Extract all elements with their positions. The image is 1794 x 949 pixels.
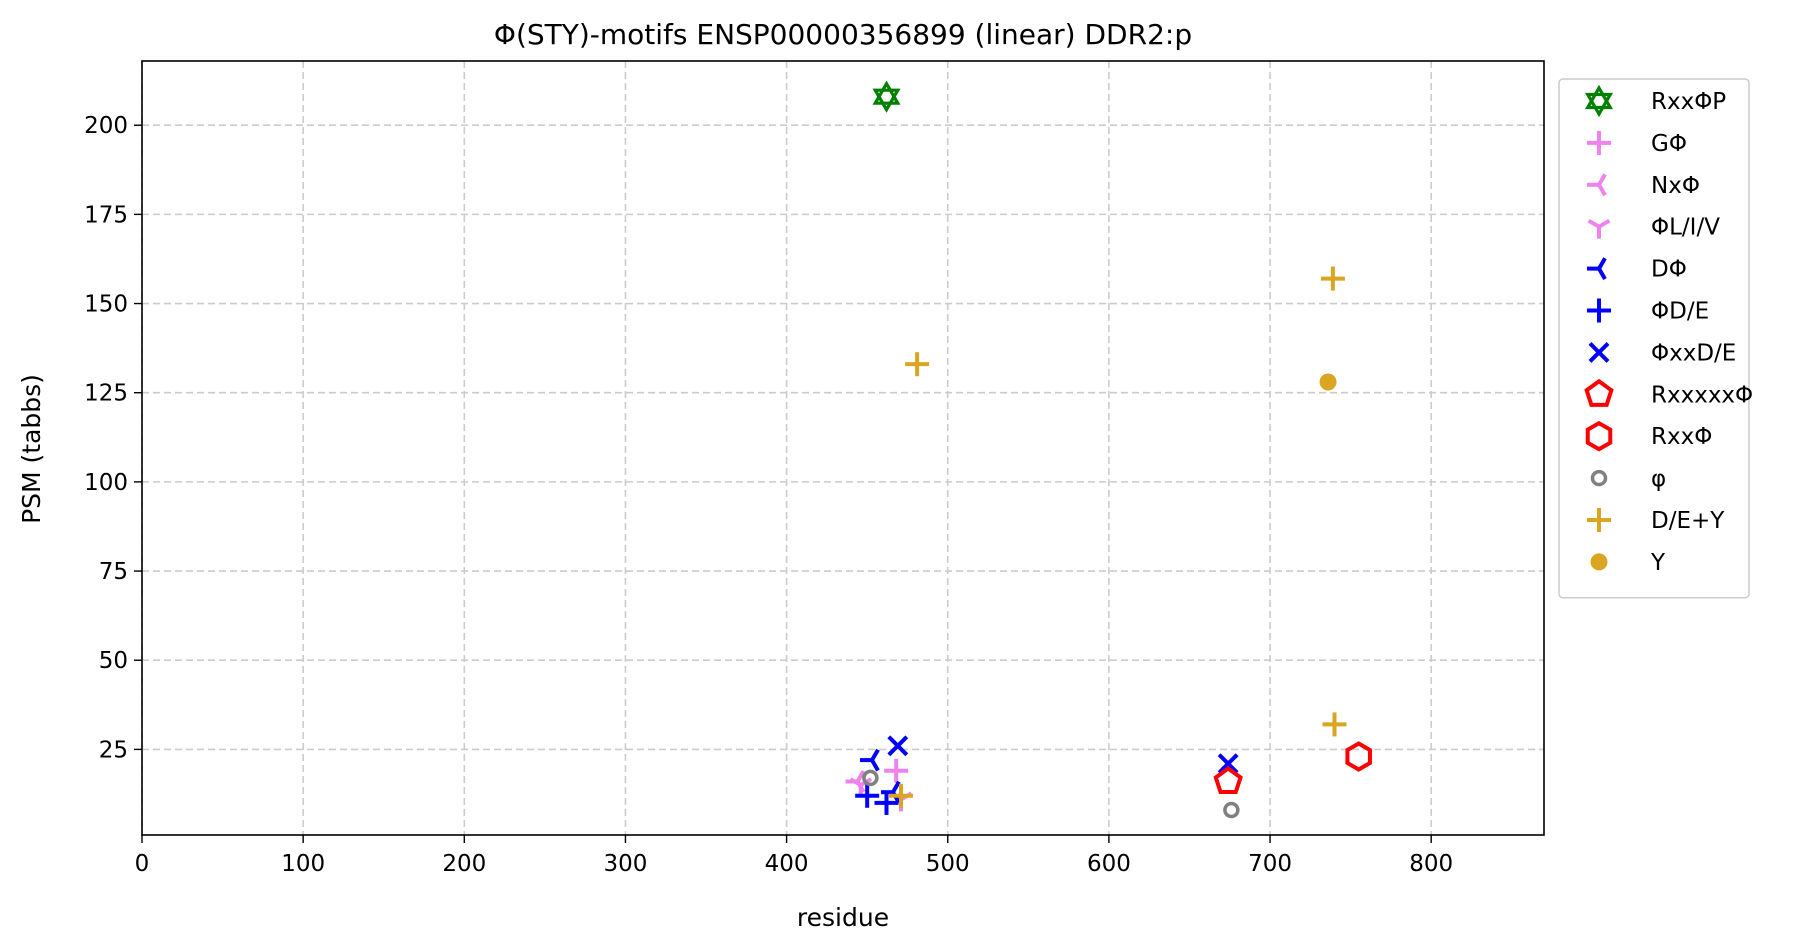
data-point bbox=[905, 352, 930, 377]
data-point bbox=[1322, 712, 1347, 737]
data-point bbox=[880, 780, 901, 804]
y-tick-label: 150 bbox=[84, 292, 128, 318]
data-point bbox=[874, 790, 899, 815]
x-tick-label: 0 bbox=[135, 851, 150, 877]
legend-marker bbox=[1590, 553, 1608, 571]
data-point bbox=[887, 735, 909, 757]
x-tick-label: 400 bbox=[765, 851, 809, 877]
legend-marker bbox=[1587, 257, 1607, 280]
data-points bbox=[845, 80, 1372, 819]
y-tick-label: 125 bbox=[84, 381, 128, 407]
chart-title: Φ(STY)-motifs ENSP00000356899 (linear) D… bbox=[494, 18, 1192, 51]
x-axis-label: residue bbox=[797, 903, 889, 932]
x-tick-label: 300 bbox=[603, 851, 647, 877]
legend-marker bbox=[1584, 84, 1614, 118]
legend: RxxΦP GΦ NxΦ ΦL/I/V DΦ ΦD/E ΦxxD/E RxxxxxΦ RxxΦ φ… bbox=[1558, 78, 1753, 599]
y-tick-label: 75 bbox=[99, 559, 128, 585]
data-point bbox=[862, 769, 879, 787]
legend-marker bbox=[1584, 378, 1614, 407]
legend-label: Y bbox=[1650, 550, 1666, 576]
x-tick-label: 500 bbox=[926, 851, 970, 877]
y-tick-label: 200 bbox=[84, 113, 128, 139]
legend-label: GΦ bbox=[1651, 131, 1687, 157]
x-tick-label: 700 bbox=[1248, 851, 1292, 877]
data-point bbox=[1345, 741, 1372, 772]
x-tick-label: 200 bbox=[442, 851, 486, 877]
plot-frame bbox=[141, 60, 1545, 836]
data-point bbox=[1213, 766, 1243, 795]
legend-marker bbox=[1587, 173, 1607, 197]
legend-marker bbox=[1588, 341, 1610, 363]
data-point bbox=[1223, 801, 1240, 819]
data-point bbox=[889, 783, 914, 808]
legend-label: RxxΦP bbox=[1651, 89, 1726, 115]
legend-marker bbox=[1587, 298, 1611, 323]
data-point bbox=[860, 748, 880, 772]
y-tick-label: 175 bbox=[84, 202, 128, 228]
legend-label: D/E+Y bbox=[1651, 508, 1725, 534]
x-tick-label: 100 bbox=[281, 851, 325, 877]
legend-label: ΦxxD/E bbox=[1651, 340, 1736, 366]
x-tick-label: 600 bbox=[1087, 851, 1131, 877]
legend-label: DΦ bbox=[1651, 257, 1687, 283]
legend-box bbox=[1558, 78, 1750, 599]
y-axis-label: PSM (tabbs) bbox=[17, 374, 46, 524]
legend-marker bbox=[1590, 469, 1608, 487]
data-point bbox=[1217, 753, 1239, 775]
data-point bbox=[884, 758, 909, 783]
data-point bbox=[872, 80, 901, 113]
legend-label: ΦL/I/V bbox=[1651, 215, 1720, 241]
legend-marker bbox=[1587, 218, 1611, 239]
data-point bbox=[1320, 266, 1345, 291]
data-point bbox=[855, 783, 880, 808]
y-tick-label: 100 bbox=[84, 470, 128, 496]
legend-label: ΦD/E bbox=[1651, 299, 1709, 325]
grid-lines bbox=[141, 61, 1544, 835]
axis-ticks: 0 100 200 300 400 500 600 700 800 25 50 75 100 125 150… bbox=[84, 113, 1453, 877]
legend-label: RxxΦ bbox=[1651, 424, 1712, 450]
legend-label: φ bbox=[1651, 466, 1666, 492]
legend-label: RxxxxxΦ bbox=[1651, 382, 1753, 408]
legend-marker bbox=[1585, 420, 1613, 452]
legend-marker bbox=[1587, 508, 1611, 532]
x-tick-label: 800 bbox=[1409, 851, 1453, 877]
y-tick-label: 25 bbox=[99, 737, 128, 763]
legend-label: NxΦ bbox=[1651, 173, 1700, 199]
legend-marker bbox=[1587, 130, 1611, 155]
data-point bbox=[1319, 373, 1337, 391]
y-tick-label: 50 bbox=[99, 648, 128, 674]
